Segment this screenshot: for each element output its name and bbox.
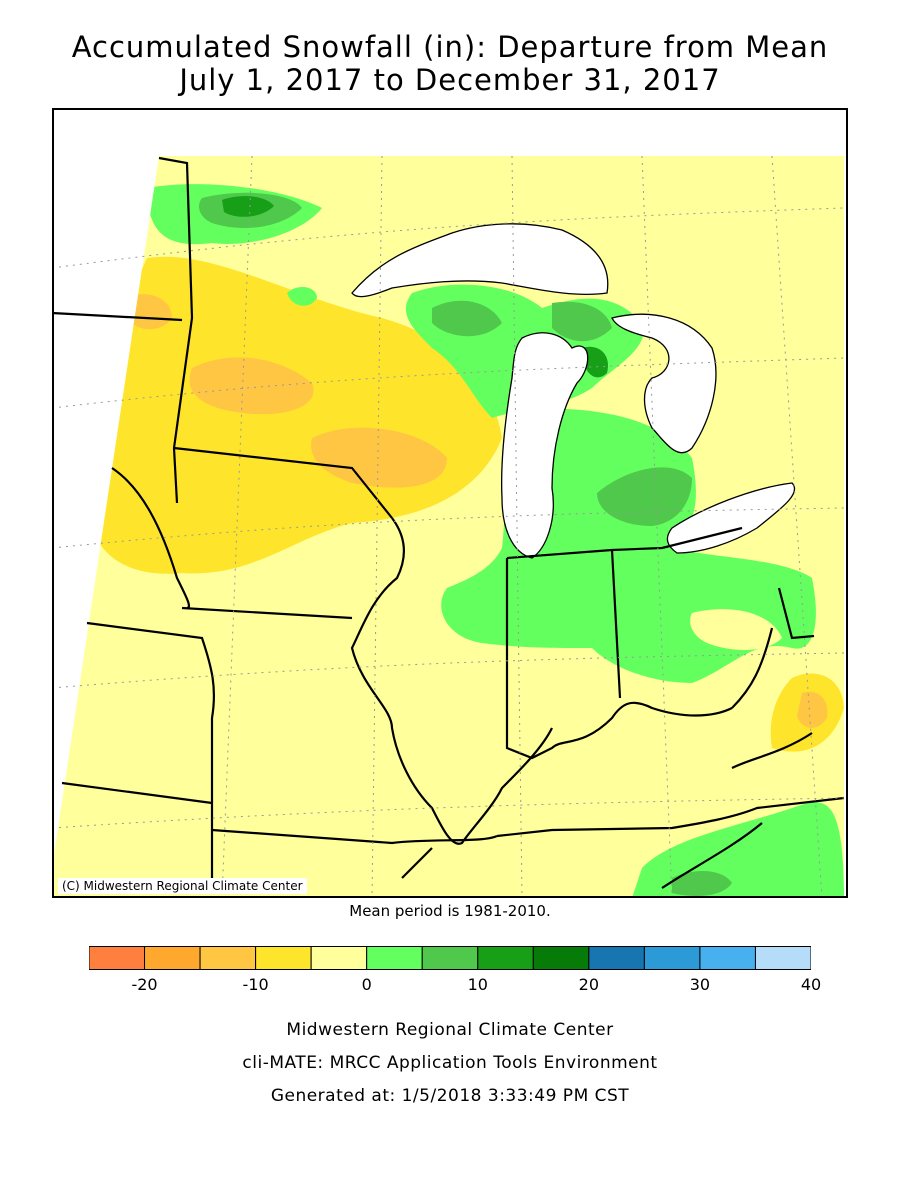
legend-tick-label: 0 bbox=[361, 975, 372, 994]
footer-application: cli-MATE: MRCC Application Tools Environ… bbox=[242, 1053, 658, 1073]
footer-generated-time: Generated at: 1/5/2018 3:33:49 PM CST bbox=[270, 1086, 630, 1106]
legend-swatch bbox=[89, 946, 146, 970]
mean-period-note: Mean period is 1981-2010. bbox=[349, 902, 551, 920]
footer-organization: Midwestern Regional Climate Center bbox=[286, 1020, 614, 1040]
lat-lon-grid bbox=[52, 155, 845, 898]
legend-swatch bbox=[532, 946, 590, 970]
copyright-notice: (C) Midwestern Regional Climate Center bbox=[58, 878, 307, 894]
legend-tick-label: -20 bbox=[131, 975, 158, 994]
legend-tick-label: -10 bbox=[242, 975, 269, 994]
legend-tick-label: 10 bbox=[467, 975, 488, 994]
legend-tick-label: 20 bbox=[578, 975, 600, 994]
legend-swatch bbox=[421, 946, 479, 970]
legend-swatch bbox=[754, 946, 811, 970]
legend-swatch bbox=[255, 946, 312, 970]
state-boundaries bbox=[52, 156, 845, 889]
legend-swatch bbox=[643, 946, 701, 970]
snowfall-departure-map bbox=[52, 108, 848, 898]
legend-swatch bbox=[588, 946, 645, 970]
legend-swatch bbox=[477, 946, 534, 970]
legend-swatch bbox=[310, 946, 368, 970]
color-legend bbox=[89, 946, 811, 970]
legend-swatch bbox=[699, 946, 756, 970]
legend-tick-label: 40 bbox=[800, 975, 822, 994]
legend-tick-label: 30 bbox=[689, 975, 711, 994]
legend-swatch bbox=[366, 946, 423, 970]
map-date-range: July 1, 2017 to December 31, 2017 bbox=[179, 63, 721, 97]
legend-swatch bbox=[199, 946, 257, 970]
map-title: Accumulated Snowfall (in): Departure fro… bbox=[71, 30, 829, 64]
legend-swatch bbox=[144, 946, 201, 970]
great-lakes bbox=[351, 223, 796, 559]
